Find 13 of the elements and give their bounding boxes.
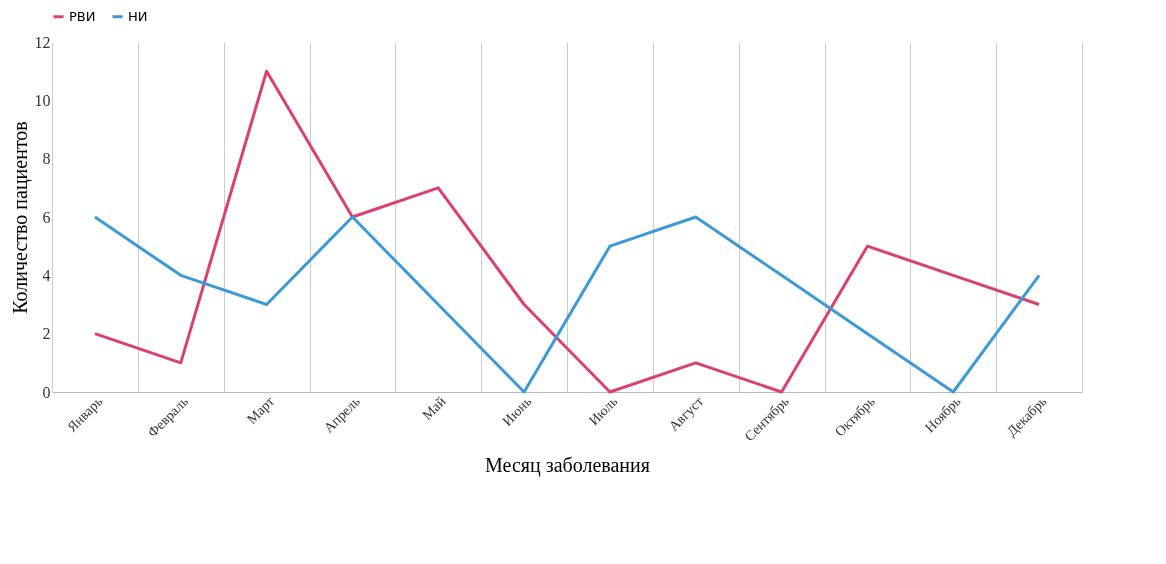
y-axis-title: Количество пациентов [8, 121, 32, 314]
legend-label: НИ [128, 8, 148, 24]
y-tick-label: 0 [42, 383, 51, 401]
x-axis-title: Месяц заболевания [485, 454, 650, 478]
legend-label: РВИ [69, 8, 96, 24]
y-tick-label: 4 [42, 266, 51, 284]
y-tick-label: 12 [34, 33, 51, 51]
line-series [93, 215, 1041, 394]
y-tick-label: 8 [42, 150, 51, 168]
y-tick-label: 10 [34, 91, 51, 109]
y-tick-label: 6 [42, 208, 51, 226]
y-tick-label: 2 [42, 325, 51, 343]
line-series [93, 69, 1041, 394]
